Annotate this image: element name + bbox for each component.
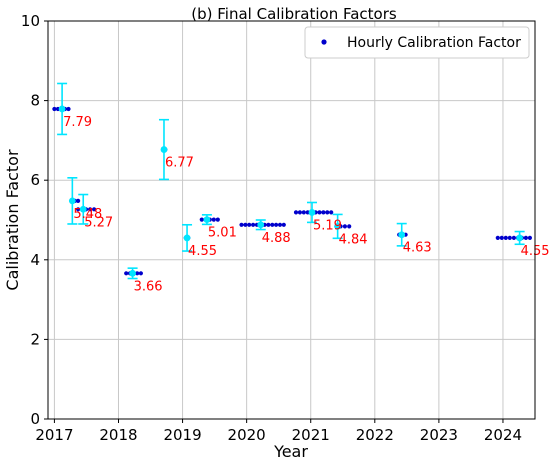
hourly-point <box>342 224 347 229</box>
y-tick-label: 0 <box>30 410 40 428</box>
hourly-point <box>507 235 512 240</box>
legend: Hourly Calibration Factor <box>304 26 530 59</box>
hourly-point <box>325 210 330 215</box>
hourly-point <box>321 210 326 215</box>
mean-value-label: 5.27 <box>84 215 113 230</box>
grid <box>48 20 535 420</box>
legend-box <box>304 26 530 59</box>
x-tick-label: 2024 <box>484 426 522 444</box>
mean-point <box>398 231 406 239</box>
mean-value-label: 5.48 <box>73 207 102 222</box>
hourly-point <box>88 207 93 212</box>
mean-value-label: 7.79 <box>63 115 92 130</box>
x-tick-label: 2018 <box>99 426 137 444</box>
hourly-point <box>297 210 302 215</box>
mean-point <box>516 234 524 242</box>
hourly-point <box>305 210 310 215</box>
mean-point <box>129 269 136 277</box>
mean-point <box>334 222 342 230</box>
y-tick-label: 6 <box>30 171 40 189</box>
hourly-point <box>138 271 143 276</box>
plot-frame <box>47 20 536 420</box>
ticks: 2017 2018 2019 2020 2021 2022 2023 2024 0 2 4 6 8 10 <box>21 12 522 444</box>
hourly-point <box>293 210 299 215</box>
hourly-point <box>266 222 271 227</box>
hourly-point <box>281 222 286 227</box>
hourly-point <box>243 222 248 227</box>
mean-value-label: 4.55 <box>188 244 217 259</box>
hourly-point <box>76 198 81 203</box>
hourly-point <box>527 235 533 240</box>
hourly-point <box>274 222 279 227</box>
x-tick-label: 2019 <box>163 426 201 444</box>
hourly-point <box>503 235 508 240</box>
hourly-point <box>495 235 500 240</box>
hourly-point <box>76 207 81 212</box>
mean-point <box>68 197 76 205</box>
y-axis-label: Calibration Factor <box>3 149 22 291</box>
mean-point <box>58 105 66 113</box>
hourly-point <box>52 106 57 112</box>
hourly-point <box>124 271 129 276</box>
mean-point <box>79 205 87 213</box>
hourly-point <box>317 210 322 215</box>
mean-value-label: 3.66 <box>134 279 163 294</box>
hourly-point <box>239 222 244 227</box>
mean-point <box>160 146 168 153</box>
y-tick-label: 2 <box>30 330 40 348</box>
mean-point <box>203 216 211 224</box>
hourly-point <box>92 207 97 212</box>
mean-point <box>308 209 316 216</box>
hourly-point <box>301 210 306 215</box>
x-tick-label: 2023 <box>420 426 458 444</box>
hourly-point <box>135 271 140 276</box>
mean-value-label: 5.19 <box>313 218 342 233</box>
hourly-point <box>499 235 504 240</box>
mean-point <box>257 221 265 229</box>
mean-value-label: 6.77 <box>165 156 194 171</box>
mean-value-label: 5.01 <box>208 226 237 241</box>
hourly-point <box>215 217 220 222</box>
y-tick-label: 8 <box>30 92 40 110</box>
hourly-point <box>511 235 516 240</box>
legend-marker <box>321 39 327 45</box>
x-tick-label: 2022 <box>356 426 394 444</box>
mean-series <box>57 82 525 280</box>
hourly-point <box>199 217 204 222</box>
hourly-point <box>523 235 529 240</box>
hourly-point <box>251 222 256 227</box>
hourly-series <box>52 106 533 276</box>
y-tick-label: 10 <box>21 12 40 30</box>
y-tick-label: 4 <box>30 251 40 269</box>
x-tick-label: 2021 <box>292 426 330 444</box>
x-tick-label: 2017 <box>35 426 73 444</box>
mean-point <box>183 234 191 242</box>
mean-value-label: 4.88 <box>262 231 291 246</box>
mean-value-label: 4.63 <box>403 241 432 256</box>
annotations: 7.79 5.485.27 3.66 6.77 4.55 5.01 4.88 5.194.84… <box>63 115 549 294</box>
hourly-point <box>211 217 216 222</box>
chart-title: (b) Final Calibration Factors <box>191 5 397 23</box>
hourly-point <box>277 222 283 227</box>
hourly-point <box>329 210 334 215</box>
hourly-point <box>347 224 352 229</box>
mean-value-label: 4.84 <box>339 232 368 247</box>
hourly-point <box>270 222 275 227</box>
x-tick-label: 2020 <box>228 426 266 444</box>
legend-label: Hourly Calibration Factor <box>347 35 521 51</box>
hourly-point <box>66 106 71 112</box>
x-axis-label: Year <box>273 442 308 461</box>
hourly-point <box>247 222 252 227</box>
